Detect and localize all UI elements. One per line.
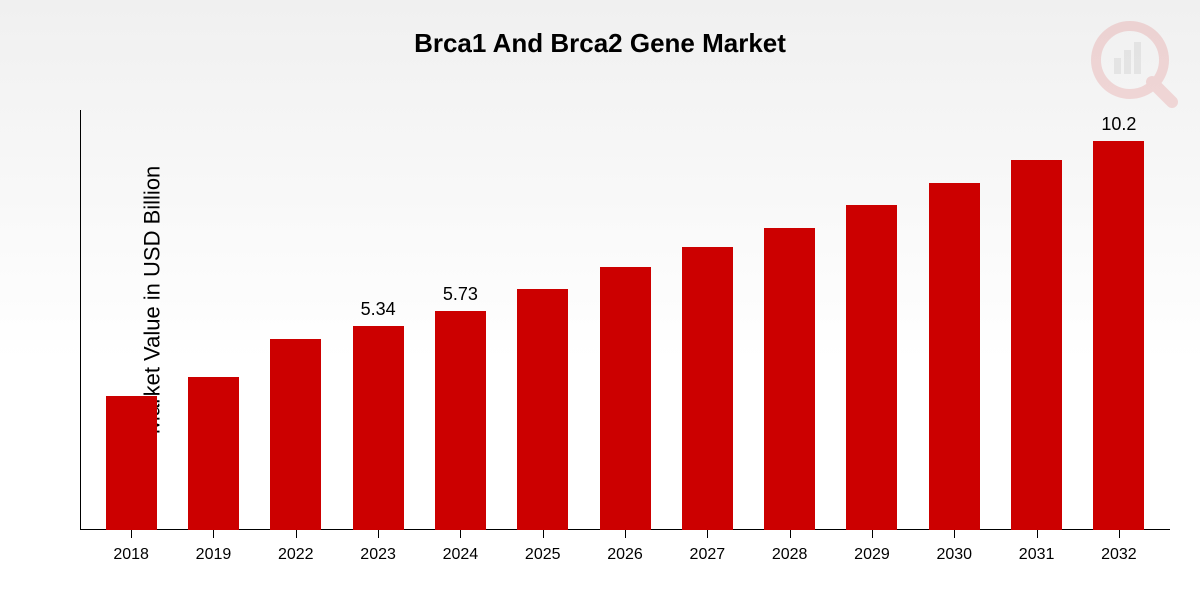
bar <box>1011 160 1062 530</box>
bar-slot <box>831 110 913 530</box>
x-axis-tick-label: 2032 <box>1078 532 1160 564</box>
bar: 10.2 <box>1093 141 1144 530</box>
bar: 5.34 <box>353 326 404 530</box>
bar <box>188 377 239 530</box>
bar-slot: 5.34 <box>337 110 419 530</box>
x-axis-tick-label: 2019 <box>172 532 254 564</box>
bar-slot <box>749 110 831 530</box>
bar <box>846 205 897 530</box>
bar-slot: 5.73 <box>419 110 501 530</box>
x-axis-tick-label: 2018 <box>90 532 172 564</box>
bar-slot <box>90 110 172 530</box>
bar-slot <box>172 110 254 530</box>
x-axis-tick-label: 2027 <box>666 532 748 564</box>
x-axis-tick-label: 2025 <box>502 532 584 564</box>
bar-slot <box>502 110 584 530</box>
bar <box>682 247 733 530</box>
x-axis-tick-label: 2030 <box>913 532 995 564</box>
plot-area: 5.34 5.73 10.2 <box>80 110 1170 530</box>
bar <box>929 183 980 530</box>
x-axis-tick-label: 2022 <box>255 532 337 564</box>
x-axis-tick-label: 2029 <box>831 532 913 564</box>
x-axis-tick-label: 2028 <box>749 532 831 564</box>
bars-container: 5.34 5.73 10.2 <box>80 110 1170 530</box>
bar-slot <box>913 110 995 530</box>
x-axis-tick-label: 2024 <box>419 532 501 564</box>
bar-slot <box>666 110 748 530</box>
bar <box>764 228 815 530</box>
bar-slot: 10.2 <box>1078 110 1160 530</box>
x-axis-tick-label: 2026 <box>584 532 666 564</box>
bar <box>106 396 157 530</box>
chart-title: Brca1 And Brca2 Gene Market <box>0 28 1200 59</box>
x-axis-tick-label: 2023 <box>337 532 419 564</box>
x-axis-labels: 2018201920222023202420252026202720282029… <box>80 532 1170 564</box>
bar-slot <box>995 110 1077 530</box>
bar-slot <box>584 110 666 530</box>
bar-value-label: 5.73 <box>443 284 478 305</box>
bar: 5.73 <box>435 311 486 530</box>
x-axis-tick-label: 2031 <box>995 532 1077 564</box>
bar-value-label: 10.2 <box>1101 114 1136 135</box>
bar <box>600 267 651 530</box>
bar-value-label: 5.34 <box>361 299 396 320</box>
bar <box>270 339 321 530</box>
bar <box>517 289 568 530</box>
bar-slot <box>255 110 337 530</box>
